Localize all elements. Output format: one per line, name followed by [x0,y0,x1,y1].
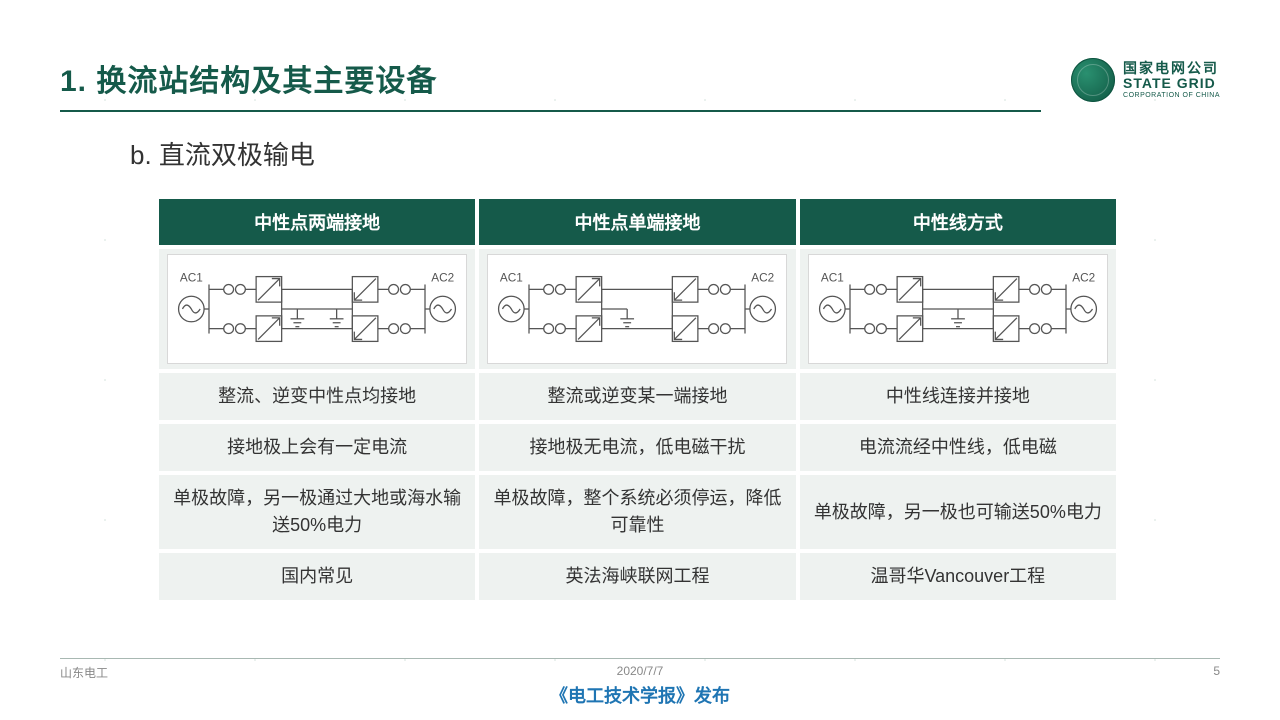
cell: 单极故障，整个系统必须停运，降低可靠性 [479,475,795,549]
cell: 单极故障，另一极通过大地或海水输送50%电力 [159,475,475,549]
svg-text:AC1: AC1 [180,272,203,285]
svg-text:AC2: AC2 [1072,272,1095,285]
cell: 整流或逆变某一端接地 [479,373,795,420]
col-header-1: 中性点两端接地 [159,199,475,245]
footer-divider [60,658,1220,659]
comparison-table: 中性点两端接地 中性点单端接地 中性线方式 AC1 AC2 [155,195,1120,604]
logo-cn: 国家电网公司 [1123,61,1220,76]
cell: 中性线连接并接地 [800,373,1116,420]
cell: 单极故障，另一极也可输送50%电力 [800,475,1116,549]
logo-block: 国家电网公司 STATE GRID CORPORATION OF CHINA [1071,58,1220,102]
circuit-diagram-icon: AC1 AC2 [808,254,1108,364]
title-block: 1. 换流站结构及其主要设备 [60,56,1041,112]
page-title: 1. 换流站结构及其主要设备 [60,56,1041,112]
cell: 英法海峡联网工程 [479,553,795,600]
footer-date: 2020/7/7 [617,664,664,678]
circuit-diagram-icon: AC1 AC2 [167,254,467,364]
col-header-3: 中性线方式 [800,199,1116,245]
table-row: 单极故障，另一极通过大地或海水输送50%电力 单极故障，整个系统必须停运，降低可… [159,475,1116,549]
cell: 整流、逆变中性点均接地 [159,373,475,420]
cell: 国内常见 [159,553,475,600]
table-row: 接地极上会有一定电流 接地极无电流，低电磁干扰 电流流经中性线，低电磁 [159,424,1116,471]
diagram-row: AC1 AC2 [159,249,1116,369]
diagram-neutral-wire: AC1 AC2 [800,249,1116,369]
footer: 山东电工 2020/7/7 5 [60,664,1220,681]
logo-en: STATE GRID [1123,76,1220,91]
table-row: 整流、逆变中性点均接地 整流或逆变某一端接地 中性线连接并接地 [159,373,1116,420]
svg-text:AC2: AC2 [752,272,775,285]
col-header-2: 中性点单端接地 [479,199,795,245]
svg-text:AC2: AC2 [431,272,454,285]
cell: 电流流经中性线，低电磁 [800,424,1116,471]
subtitle: b. 直流双极输电 [130,135,315,172]
svg-text:AC1: AC1 [500,272,523,285]
svg-text:AC1: AC1 [821,272,844,285]
logo-sub: CORPORATION OF CHINA [1123,92,1220,100]
footer-page: 5 [1213,664,1220,681]
diagram-both-grounded: AC1 AC2 [159,249,475,369]
footer-left: 山东电工 [60,664,108,681]
state-grid-logo-icon [1071,58,1115,102]
circuit-diagram-icon: AC1 AC2 [487,254,787,364]
table-row: 国内常见 英法海峡联网工程 温哥华Vancouver工程 [159,553,1116,600]
logo-text: 国家电网公司 STATE GRID CORPORATION OF CHINA [1123,61,1220,99]
cell: 接地极无电流，低电磁干扰 [479,424,795,471]
diagram-single-grounded: AC1 AC2 [479,249,795,369]
cell: 温哥华Vancouver工程 [800,553,1116,600]
cell: 接地极上会有一定电流 [159,424,475,471]
header: 1. 换流站结构及其主要设备 国家电网公司 STATE GRID CORPORA… [60,56,1220,112]
publisher-label: 《电工技术学报》发布 [550,682,730,708]
